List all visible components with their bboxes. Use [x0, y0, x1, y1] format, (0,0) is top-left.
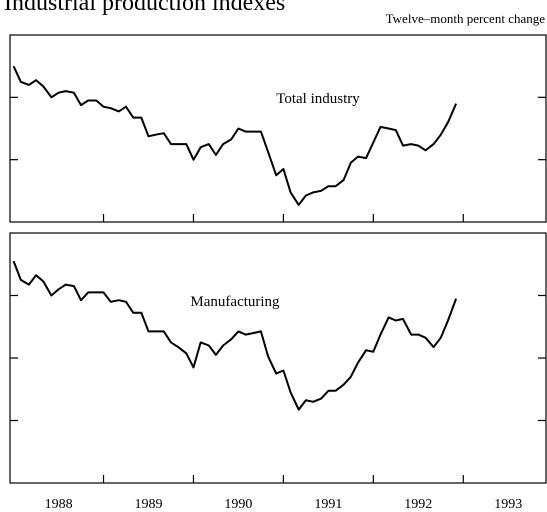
x-tick-label: 1989 [134, 497, 162, 512]
chart-subtitle: Twelve–month percent change [386, 11, 546, 26]
x-tick-label: 1988 [45, 497, 73, 512]
x-tick-label: 1990 [224, 497, 252, 512]
panel-frame [9, 34, 547, 223]
chart-title: Industrial production indexes [4, 0, 285, 16]
panel-label: Total industry [276, 91, 360, 107]
x-tick-label: 1993 [494, 497, 522, 512]
panel-frame [9, 232, 547, 484]
x-tick-label: 1992 [404, 497, 432, 512]
x-tick-label: 1991 [314, 497, 342, 512]
data-line [12, 260, 458, 411]
panel-label: Manufacturing [190, 294, 280, 310]
data-line [12, 65, 458, 206]
